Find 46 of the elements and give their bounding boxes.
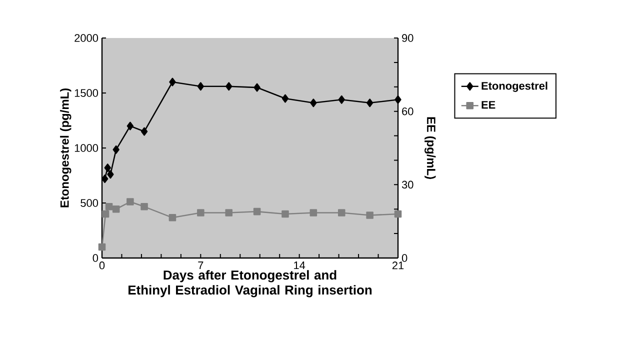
point <box>282 210 289 218</box>
x-tick-label: 0 <box>99 262 105 270</box>
point <box>126 122 134 130</box>
point <box>168 214 176 222</box>
y-tick-label: 2000 <box>74 34 98 42</box>
point <box>254 83 260 92</box>
point <box>112 205 120 213</box>
point <box>102 210 110 218</box>
point <box>366 212 374 219</box>
x-axis-title: Days after Etonogestrel and Ethinyl Estradiol Vaginal Ring insertion <box>128 270 372 298</box>
y-tick-label: 0 <box>92 254 98 262</box>
point <box>126 198 134 206</box>
y2-tick-label: 60 <box>402 107 414 116</box>
point <box>253 208 261 216</box>
point <box>140 203 148 210</box>
legend-label: Etonogestrel <box>482 82 548 92</box>
y-tick-label: 500 <box>80 199 98 207</box>
y-tick-label: 1000 <box>74 144 98 152</box>
point <box>105 203 113 210</box>
point <box>104 164 111 172</box>
y2-tick-label: 30 <box>402 180 414 189</box>
point <box>140 127 148 136</box>
y-tick-label: 1500 <box>74 89 98 97</box>
x-tick-label: 7 <box>198 262 204 270</box>
y-axis-title: Etonogestrel (pg/mL) <box>60 88 72 208</box>
point <box>197 82 204 91</box>
y2-tick-label: 90 <box>402 34 414 42</box>
point <box>310 209 318 216</box>
point <box>282 94 289 103</box>
y2-axis-title: EE (pg/mL) <box>424 117 436 179</box>
legend-label: EE <box>482 101 496 109</box>
point <box>98 243 106 251</box>
point <box>225 209 232 216</box>
point <box>338 209 346 216</box>
point <box>112 145 120 154</box>
point <box>366 98 374 108</box>
point <box>107 170 114 179</box>
x-tick-label: 14 <box>294 262 306 270</box>
point <box>338 95 345 104</box>
x-tick-label: 21 <box>392 262 404 270</box>
point <box>197 209 204 216</box>
y2-tick-label: 0 <box>402 254 408 262</box>
point <box>310 98 317 108</box>
point <box>394 210 402 218</box>
point <box>226 82 232 91</box>
point <box>169 78 176 86</box>
